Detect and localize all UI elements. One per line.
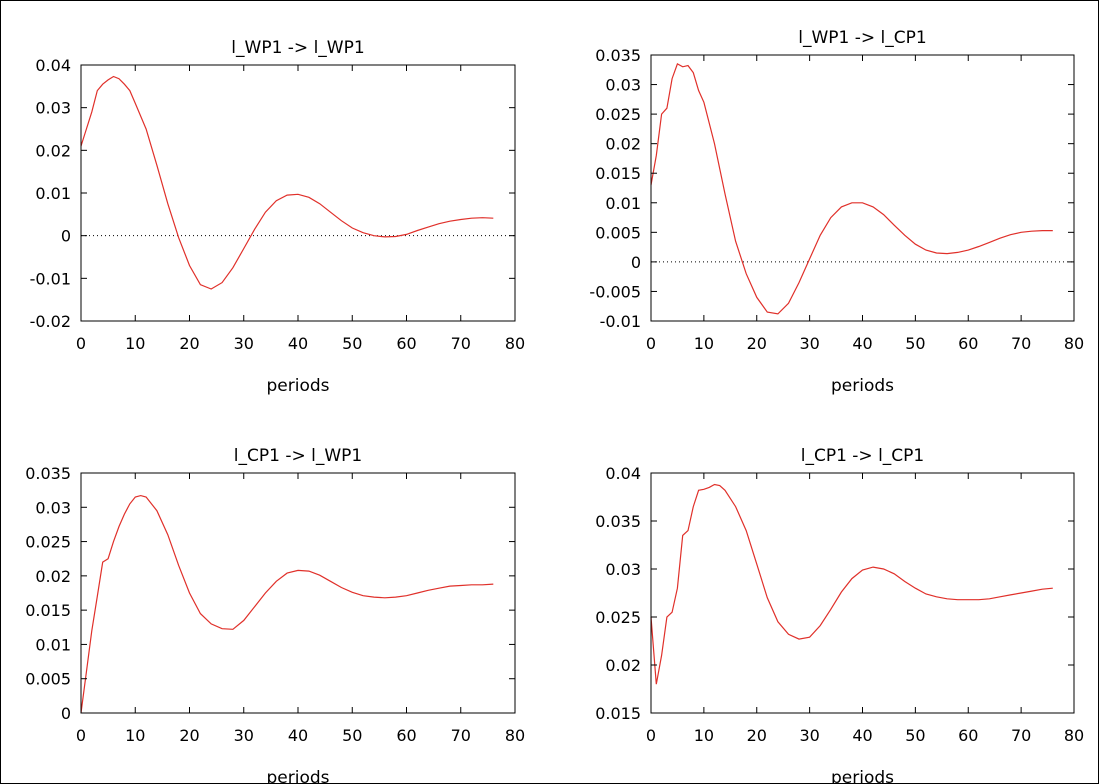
y-tick-label: 0.005 <box>595 223 641 242</box>
y-tick-label: -0.02 <box>30 312 71 331</box>
y-tick-label: 0.035 <box>595 512 641 531</box>
x-tick-label: 0 <box>646 726 656 745</box>
y-tick-label: 0.015 <box>25 601 71 620</box>
x-tick-label: 0 <box>76 334 86 353</box>
y-tick-label: 0 <box>631 253 641 272</box>
x-tick-label: 20 <box>747 726 767 745</box>
y-tick-label: 0.04 <box>605 464 641 483</box>
chart-title: l_CP1 -> l_CP1 <box>801 446 925 466</box>
x-tick-label: 60 <box>396 334 416 353</box>
x-tick-label: 20 <box>179 334 199 353</box>
y-tick-label: 0.035 <box>595 46 641 65</box>
x-tick-label: 70 <box>1011 334 1031 353</box>
x-tick-label: 10 <box>125 334 145 353</box>
y-tick-label: 0.03 <box>605 76 641 95</box>
y-tick-label: 0.03 <box>35 498 71 517</box>
series-line <box>650 483 1053 685</box>
y-tick-label: 0.01 <box>35 184 71 203</box>
chart-title: l_WP1 -> l_CP1 <box>798 28 926 48</box>
y-tick-label: 0.015 <box>595 704 641 723</box>
y-tick-label: 0.025 <box>25 533 71 552</box>
plot-area-frame <box>80 64 516 322</box>
y-tick-label: 0.01 <box>35 635 71 654</box>
chart-title: l_WP1 -> l_WP1 <box>231 38 364 58</box>
chart-panel-4: l_CP1 -> l_CP1 0 10 20 30 40 50 60 70 80 0.015 0.02… <box>595 446 1084 783</box>
y-tick-label: 0.03 <box>35 99 71 118</box>
x-axis-label: periods <box>831 768 894 783</box>
chart-panel-2: l_WP1 -> l_CP1 0 10 20 30 40 50 60 70 80 -0.01 -0.0… <box>589 28 1084 396</box>
x-tick-label: 60 <box>958 726 978 745</box>
series-line <box>80 494 494 714</box>
y-tick-label: -0.005 <box>589 282 641 301</box>
x-tick-label: 50 <box>905 726 925 745</box>
x-tick-label: 40 <box>852 334 872 353</box>
x-axis-label: periods <box>266 768 329 783</box>
x-tick-label: 30 <box>234 726 254 745</box>
x-tick-label: 30 <box>799 334 819 353</box>
y-tick-label: 0.015 <box>595 164 641 183</box>
y-tick-label: -0.01 <box>30 269 71 288</box>
x-tick-label: 80 <box>1064 726 1084 745</box>
y-tick-label: 0.02 <box>35 141 71 160</box>
y-tick-label: 0.02 <box>35 567 71 586</box>
y-tick-label: 0.02 <box>605 135 641 154</box>
chart-panel-1: l_WP1 -> l_WP1 0 10 20 30 40 50 60 70 80 -0.02 -0.0… <box>30 38 526 396</box>
x-tick-label: 40 <box>852 726 872 745</box>
plot-area-frame <box>650 54 1075 322</box>
x-tick-label: 80 <box>1064 334 1084 353</box>
x-tick-label: 30 <box>799 726 819 745</box>
x-tick-label: 70 <box>1011 726 1031 745</box>
x-tick-label: 0 <box>646 334 656 353</box>
x-tick-label: 40 <box>288 726 308 745</box>
x-axis-label: periods <box>266 376 329 396</box>
x-axis-label: periods <box>831 376 894 396</box>
x-tick-label: 80 <box>505 726 525 745</box>
x-tick-label: 20 <box>747 334 767 353</box>
x-tick-label: 30 <box>234 334 254 353</box>
x-tick-label: 50 <box>342 726 362 745</box>
x-tick-label: 50 <box>342 334 362 353</box>
plot-area-frame <box>80 472 516 714</box>
chart-panel-3: l_CP1 -> l_WP1 0 10 20 30 40 50 60 70 80 0 0.005 0.0… <box>25 446 525 783</box>
y-tick-label: 0.025 <box>595 105 641 124</box>
x-tick-label: 10 <box>694 726 714 745</box>
plot-area-frame <box>650 472 1075 714</box>
x-tick-label: 80 <box>505 334 525 353</box>
series-line <box>80 75 494 290</box>
y-tick-label: 0.02 <box>605 656 641 675</box>
x-tick-label: 20 <box>179 726 199 745</box>
y-tick-label: 0.03 <box>605 560 641 579</box>
x-tick-label: 10 <box>694 334 714 353</box>
x-tick-label: 0 <box>76 726 86 745</box>
y-tick-label: 0.025 <box>595 608 641 627</box>
y-tick-label: 0.035 <box>25 464 71 483</box>
chart-title: l_CP1 -> l_WP1 <box>234 446 362 466</box>
x-tick-label: 70 <box>451 726 471 745</box>
series-line <box>650 63 1053 315</box>
y-tick-label: 0 <box>61 227 71 246</box>
x-tick-label: 60 <box>396 726 416 745</box>
y-tick-label: -0.01 <box>600 312 641 331</box>
x-tick-label: 60 <box>958 334 978 353</box>
y-tick-label: 0.005 <box>25 670 71 689</box>
x-tick-label: 50 <box>905 334 925 353</box>
x-tick-label: 40 <box>288 334 308 353</box>
y-tick-label: 0.04 <box>35 56 71 75</box>
y-tick-label: 0 <box>61 704 71 723</box>
x-tick-label: 10 <box>125 726 145 745</box>
y-tick-label: 0.01 <box>605 194 641 213</box>
x-tick-label: 70 <box>451 334 471 353</box>
